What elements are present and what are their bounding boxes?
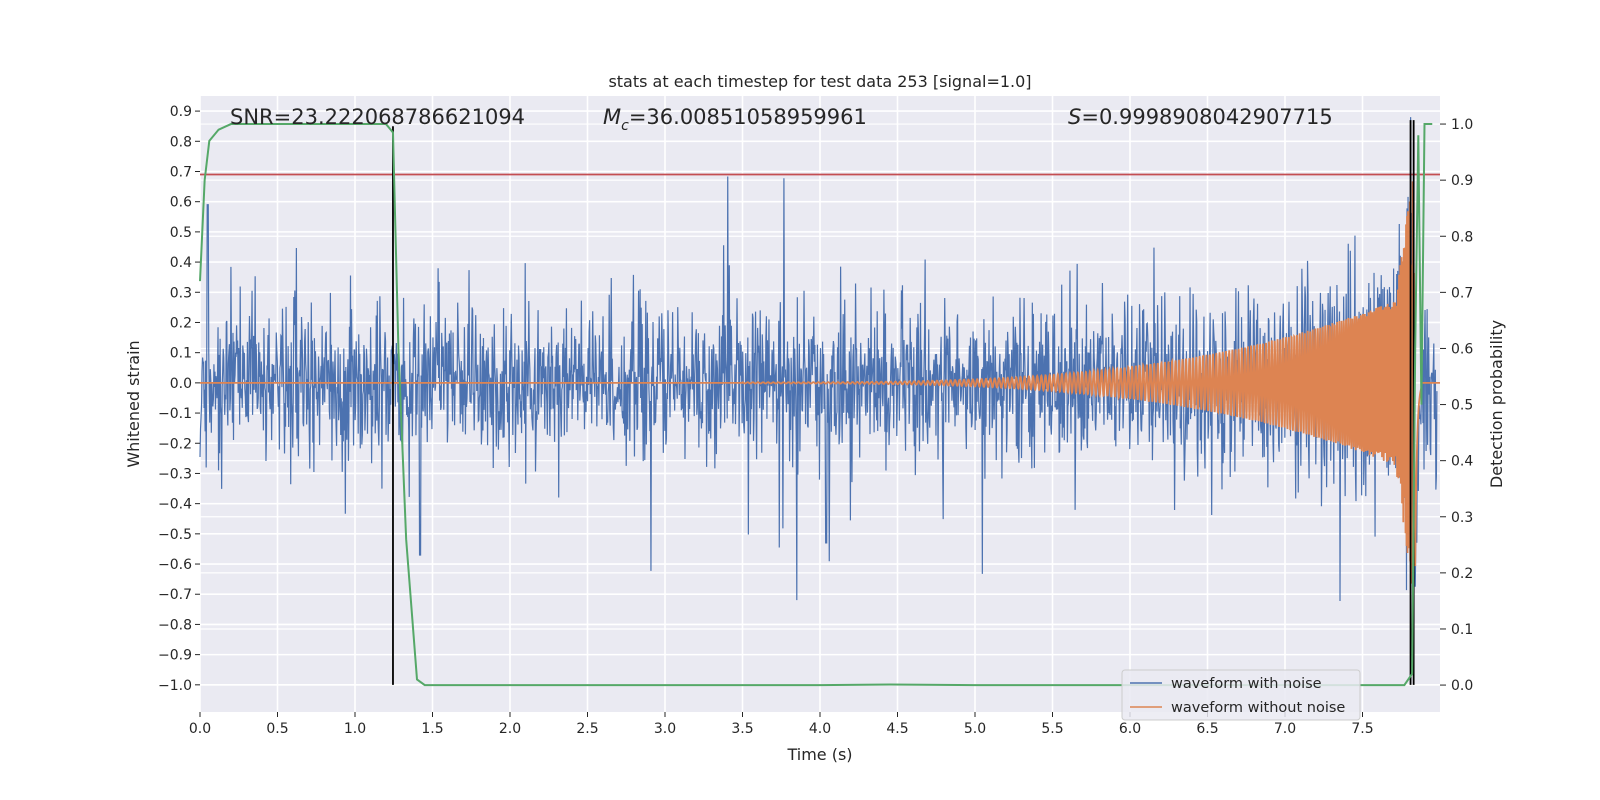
- x-tick-label: 7.5: [1351, 721, 1373, 737]
- y2-tick-label: 1.0: [1451, 117, 1473, 133]
- chart-title: stats at each timestep for test data 253…: [608, 72, 1031, 91]
- legend-label-noisy: waveform with noise: [1171, 676, 1322, 692]
- y-tick-label: 0.5: [170, 225, 192, 241]
- series-detection-probability: [199, 123, 1433, 687]
- x-tick-label: 7.0: [1274, 721, 1296, 737]
- y2-tick-label: 0.1: [1451, 622, 1473, 638]
- chirp-mass-symbol: M: [603, 105, 621, 129]
- y-tick-label: −0.5: [158, 527, 192, 543]
- axes: 0.0 0.5 1.0 1.5 2.0 2.5 3.0 3.5 4.0 4.5 5.0 5.5 6.0 6…: [158, 104, 1473, 737]
- s-annotation: S=0.9998908042907715: [1068, 105, 1333, 129]
- y-tick-label: −0.6: [158, 557, 192, 573]
- plot-content: [199, 117, 1440, 687]
- y-tick-label: −0.4: [158, 497, 192, 513]
- chirp-mass-annotation: Mc=36.00851058959961: [603, 105, 867, 134]
- x-tick-label: 3.0: [654, 721, 676, 737]
- x-tick-label: 1.0: [344, 721, 366, 737]
- y2-tick-label: 0.6: [1451, 341, 1473, 357]
- snr-annotation: SNR=23.222068786621094: [230, 105, 525, 129]
- x-tick-label: 4.0: [809, 721, 831, 737]
- y2-tick-label: 0.0: [1451, 678, 1473, 694]
- x-axis-label: Time (s): [786, 745, 852, 764]
- y-tick-label: −0.8: [158, 617, 192, 633]
- y2-tick-label: 0.9: [1451, 173, 1473, 189]
- chirp-mass-value: =36.00851058959961: [629, 105, 867, 129]
- legend-box: [1121, 669, 1361, 721]
- x-tick-label: 1.5: [421, 721, 443, 737]
- x-tick-label: 3.5: [731, 721, 753, 737]
- x-tick-label: 2.0: [499, 721, 521, 737]
- y2-tick-label: 0.2: [1451, 566, 1473, 582]
- y2-tick-label: 0.4: [1451, 454, 1473, 470]
- y-tick-label: 0.8: [170, 134, 192, 150]
- x-tick-label: 4.5: [886, 721, 908, 737]
- y-tick-label: 0.7: [170, 164, 192, 180]
- y-tick-label: 0.1: [170, 346, 192, 362]
- y-tick-label: −0.2: [158, 436, 192, 452]
- x-tick-label: 0.5: [266, 721, 288, 737]
- y-tick-label: 0.6: [170, 195, 192, 211]
- x-tick-label: 0.0: [189, 721, 211, 737]
- y-axis-label: Whitened strain: [124, 340, 143, 467]
- y2-axis-label: Detection probability: [1487, 320, 1506, 488]
- y-tick-label: 0.0: [170, 376, 192, 392]
- y-tick-label: −0.1: [158, 406, 192, 422]
- y2-tick-label: 0.7: [1451, 285, 1473, 301]
- y-tick-label: −1.0: [158, 678, 192, 694]
- y-tick-label: −0.9: [158, 648, 192, 664]
- s-symbol: S: [1068, 105, 1081, 129]
- y-tick-label: −0.7: [158, 587, 192, 603]
- chirp-mass-subscript: c: [621, 118, 629, 134]
- y-tick-label: −0.3: [158, 466, 192, 482]
- x-tick-label: 5.0: [964, 721, 986, 737]
- y2-tick-label: 0.8: [1451, 229, 1473, 245]
- legend: waveform with noise waveform without noi…: [1121, 669, 1361, 721]
- x-tick-label: 6.5: [1196, 721, 1218, 737]
- y-tick-label: 0.3: [170, 285, 192, 301]
- x-tick-label: 6.0: [1119, 721, 1141, 737]
- series-waveform-without-noise: [200, 181, 1440, 584]
- x-tick-label: 2.5: [576, 721, 598, 737]
- s-value: =0.9998908042907715: [1081, 105, 1332, 129]
- y-tick-label: 0.9: [170, 104, 192, 120]
- x-tick-label: 5.5: [1041, 721, 1063, 737]
- y-tick-label: 0.4: [170, 255, 192, 271]
- y2-tick-label: 0.3: [1451, 510, 1473, 526]
- y-tick-label: 0.2: [170, 315, 192, 331]
- legend-label-clean: waveform without noise: [1171, 700, 1345, 716]
- y2-tick-label: 0.5: [1451, 398, 1473, 414]
